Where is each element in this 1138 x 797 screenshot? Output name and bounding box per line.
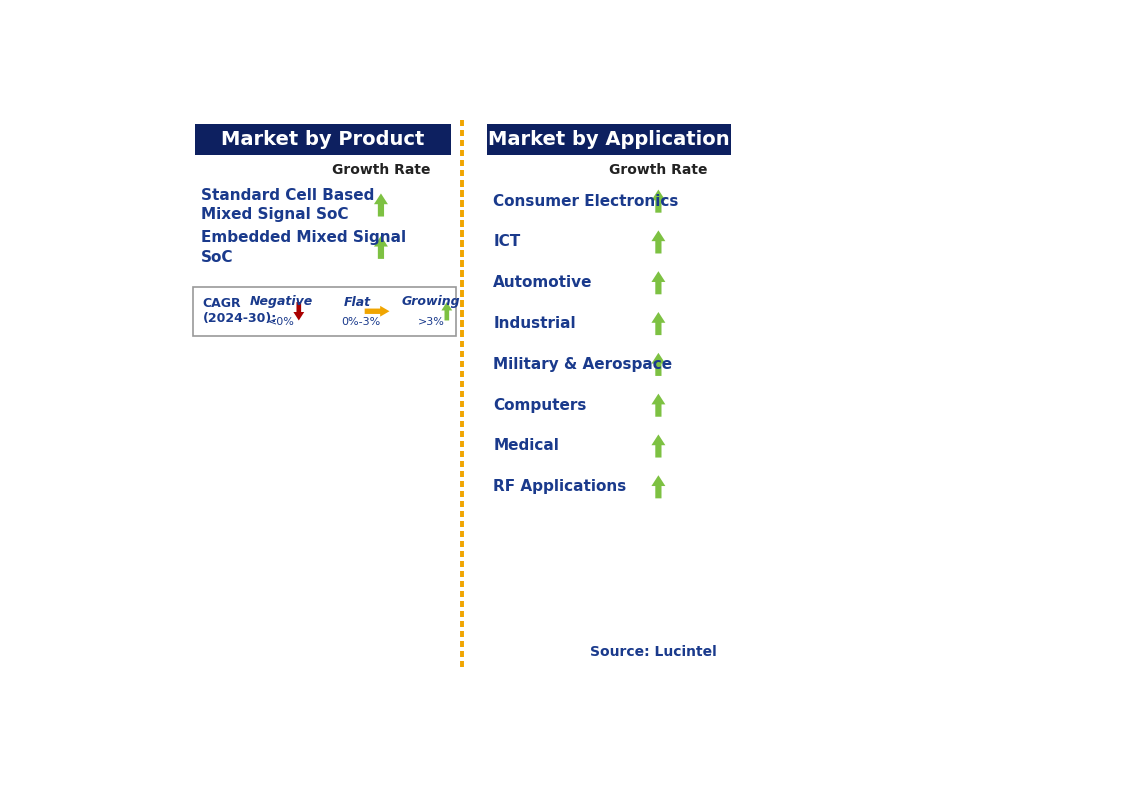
FancyBboxPatch shape — [487, 124, 732, 155]
Polygon shape — [294, 302, 304, 320]
Polygon shape — [651, 394, 666, 417]
Text: Industrial: Industrial — [494, 316, 576, 331]
Text: Medical: Medical — [494, 438, 559, 453]
Text: Automotive: Automotive — [494, 275, 593, 290]
Polygon shape — [651, 475, 666, 498]
Polygon shape — [374, 236, 388, 259]
Text: Consumer Electronics: Consumer Electronics — [494, 194, 678, 209]
Text: RF Applications: RF Applications — [494, 479, 627, 494]
Text: Flat: Flat — [344, 296, 371, 308]
Polygon shape — [651, 312, 666, 335]
Polygon shape — [651, 190, 666, 213]
Text: Computers: Computers — [494, 398, 587, 413]
Text: Source: Lucintel: Source: Lucintel — [591, 645, 717, 658]
Polygon shape — [364, 306, 389, 316]
Text: Military & Aerospace: Military & Aerospace — [494, 357, 673, 372]
Text: Embedded Mixed Signal
SoC: Embedded Mixed Signal SoC — [201, 230, 406, 265]
Text: Negative: Negative — [250, 296, 313, 308]
Text: Growth Rate: Growth Rate — [609, 163, 708, 177]
Text: <0%: <0% — [269, 317, 295, 327]
Text: Growing: Growing — [402, 296, 461, 308]
Text: Market by Product: Market by Product — [221, 130, 424, 149]
Polygon shape — [442, 302, 452, 320]
Polygon shape — [651, 353, 666, 376]
FancyBboxPatch shape — [193, 287, 456, 336]
FancyBboxPatch shape — [195, 124, 451, 155]
Text: CAGR
(2024-30):: CAGR (2024-30): — [203, 297, 277, 325]
Text: 0%-3%: 0%-3% — [341, 317, 380, 327]
Polygon shape — [651, 230, 666, 253]
Text: Standard Cell Based
Mixed Signal SoC: Standard Cell Based Mixed Signal SoC — [201, 187, 374, 222]
Polygon shape — [651, 434, 666, 457]
Polygon shape — [651, 271, 666, 294]
Text: ICT: ICT — [494, 234, 520, 249]
Text: Market by Application: Market by Application — [488, 130, 729, 149]
Text: >3%: >3% — [418, 317, 445, 327]
Polygon shape — [374, 194, 388, 217]
Text: Growth Rate: Growth Rate — [331, 163, 430, 177]
